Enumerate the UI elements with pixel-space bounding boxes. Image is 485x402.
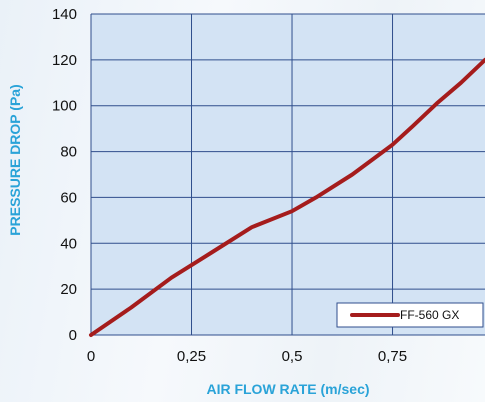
x-tick-label: 0,75: [378, 348, 407, 365]
x-tick-label: 0,5: [282, 348, 303, 365]
y-tick-label: 60: [60, 189, 77, 206]
y-tick-label: 80: [60, 144, 77, 161]
y-tick-label: 140: [52, 6, 77, 23]
y-tick-label: 40: [60, 235, 77, 252]
y-tick-label: 20: [60, 281, 77, 298]
x-axis-title: AIR FLOW RATE (m/sec): [206, 381, 369, 397]
y-axis-title: PRESSURE DROP (Pa): [7, 84, 23, 235]
y-tick-label: 100: [52, 98, 77, 115]
legend: FF-560 GX: [336, 302, 484, 328]
plot-area-background: [91, 14, 485, 335]
x-tick-label: 0: [87, 348, 95, 365]
legend-label: FF-560 GX: [400, 308, 459, 322]
y-tick-label: 0: [69, 327, 77, 344]
y-tick-label: 120: [52, 52, 77, 69]
series-line-ff-560-gx: [89, 57, 485, 337]
series-layer: [89, 57, 485, 337]
tick-labels: 0 20 40 60 80 100 120 140 0 0,25 0,5 0,75: [52, 6, 407, 365]
x-tick-label: 0,25: [177, 348, 206, 365]
